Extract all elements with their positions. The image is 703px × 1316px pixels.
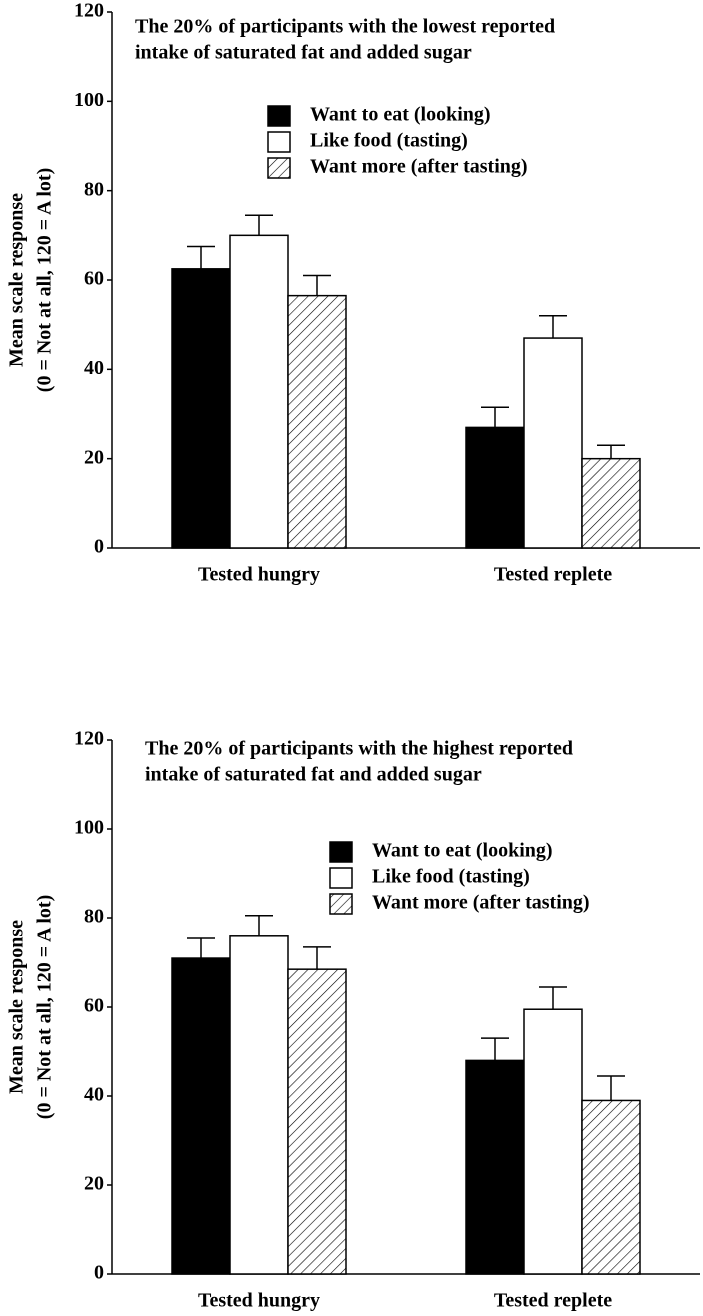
- bar: [229, 234, 289, 549]
- y-axis-label: (0 = Not at all, 120 = A lot): [34, 895, 56, 1119]
- bar: [465, 1059, 525, 1275]
- y-axis-label: Mean scale response: [6, 193, 28, 367]
- legend-swatch: [329, 867, 353, 889]
- y-tick-label: 120: [74, 728, 104, 750]
- bar: [229, 935, 289, 1275]
- legend-label: Want to eat (looking): [372, 840, 553, 862]
- bar: [171, 268, 231, 549]
- legend-swatch: [329, 893, 353, 915]
- bar: [523, 337, 583, 549]
- y-tick-label: 80: [84, 178, 104, 200]
- x-tick-label: Tested replete: [494, 1290, 612, 1312]
- y-tick-label: 100: [74, 817, 104, 839]
- y-tick-label: 0: [94, 1262, 104, 1284]
- legend-label: Want more (after tasting): [310, 156, 528, 178]
- legend-swatch: [267, 131, 291, 153]
- x-tick-label: Tested hungry: [198, 1290, 320, 1312]
- x-tick-label: Tested hungry: [198, 564, 320, 586]
- legend-label: Want to eat (looking): [310, 104, 491, 126]
- legend-label: Like food (tasting): [372, 866, 530, 888]
- legend-swatch: [267, 105, 291, 127]
- legend-swatch: [267, 157, 291, 179]
- x-tick-label: Tested replete: [494, 564, 612, 586]
- legend-label: Want more (after tasting): [372, 892, 590, 914]
- chart-title: The 20% of participants with the lowest …: [135, 16, 555, 38]
- y-tick-label: 60: [84, 995, 104, 1017]
- legend-swatch: [329, 841, 353, 863]
- y-axis-label: (0 = Not at all, 120 = A lot): [34, 168, 56, 392]
- bar: [287, 294, 347, 549]
- bar: [581, 1099, 641, 1275]
- y-tick-label: 0: [94, 536, 104, 558]
- bar: [287, 968, 347, 1275]
- y-tick-label: 80: [84, 906, 104, 928]
- legend-label: Like food (tasting): [310, 130, 468, 152]
- y-tick-label: 120: [74, 0, 104, 22]
- y-tick-label: 40: [84, 1084, 104, 1106]
- y-tick-label: 20: [84, 1173, 104, 1195]
- bar: [171, 957, 231, 1275]
- chart-title: intake of saturated fat and added sugar: [145, 764, 482, 786]
- y-tick-label: 20: [84, 446, 104, 468]
- bar: [523, 1008, 583, 1275]
- bar: [581, 457, 641, 549]
- y-tick-label: 100: [74, 89, 104, 111]
- chart-title: intake of saturated fat and added sugar: [135, 42, 472, 64]
- y-tick-label: 40: [84, 357, 104, 379]
- bar: [465, 426, 525, 549]
- chart-title: The 20% of participants with the highest…: [145, 738, 573, 760]
- y-tick-label: 60: [84, 268, 104, 290]
- y-axis-label: Mean scale response: [6, 920, 28, 1094]
